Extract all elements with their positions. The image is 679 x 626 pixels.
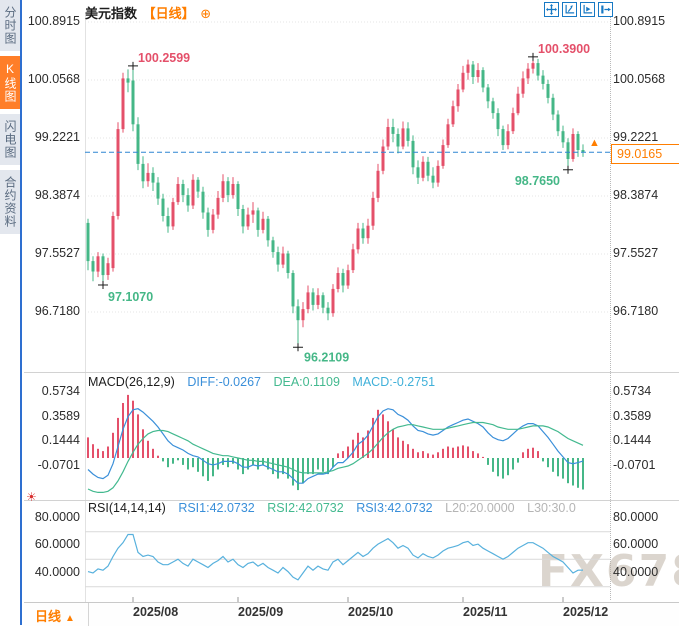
price-annotation: 100.3900 xyxy=(538,42,590,56)
price-annotation: 98.7650 xyxy=(515,174,560,188)
sidebar: 分时图 K线图 闪电图 合约资料 xyxy=(0,0,22,625)
add-indicator-icon[interactable]: ⊕ xyxy=(200,6,212,21)
rsi-header: RSI(14,14,14) RSI1:42.0732 RSI2:42.0732 … xyxy=(88,501,585,515)
rsi1-value: RSI1:42.0732 xyxy=(178,501,255,515)
instrument-name: 美元指数 xyxy=(85,6,138,21)
current-price-tag: 99.0165 xyxy=(611,144,679,164)
macd-diff-value: DIFF:-0.0267 xyxy=(187,375,261,389)
tab-dayline[interactable]: 日线 ▲ xyxy=(35,606,75,625)
macd-name: MACD(26,12,9) xyxy=(88,375,175,389)
scale-up-icon[interactable] xyxy=(562,2,577,17)
rsi-l30-value: L30:30.0 xyxy=(527,501,576,515)
tab-dayline-label: 日线 xyxy=(35,609,62,624)
scale-play-icon[interactable] xyxy=(580,2,595,17)
live-flash-icon[interactable]: ☀ xyxy=(26,490,37,504)
macd-dea-value: DEA:0.1109 xyxy=(273,375,340,389)
bottom-bar: 日线 ▲ xyxy=(24,602,679,626)
page-title: 美元指数 【日线】 ⊕ xyxy=(85,3,211,22)
sidebar-item-contract-info[interactable]: 合约资料 xyxy=(0,170,20,234)
watermark: FX678 xyxy=(538,546,679,597)
chart-toolbar xyxy=(544,2,613,17)
sidebar-item-flash-chart[interactable]: 闪电图 xyxy=(0,114,20,165)
sidebar-item-kline-chart[interactable]: K线图 xyxy=(0,56,20,109)
plot-right-border xyxy=(610,14,611,600)
rsi-name: RSI(14,14,14) xyxy=(88,501,166,515)
price-arrow-icon: ▲ xyxy=(589,137,600,149)
price-annotation: 97.1070 xyxy=(108,290,153,304)
price-annotation: 96.2109 xyxy=(304,350,349,364)
macd-rsi-divider xyxy=(24,500,679,501)
macd-header: MACD(26,12,9) DIFF:-0.0267 DEA:0.1109 MA… xyxy=(88,375,444,389)
rsi-l20-value: L20:20.0000 xyxy=(445,501,515,515)
chevron-up-icon: ▲ xyxy=(65,613,75,624)
rsi2-value: RSI2:42.0732 xyxy=(267,501,344,515)
sidebar-item-timeshare-chart[interactable]: 分时图 xyxy=(0,0,20,51)
plot-left-border xyxy=(85,14,86,602)
macd-macd-value: MACD:-0.2751 xyxy=(352,375,436,389)
bottom-bar-divider xyxy=(88,603,89,626)
rsi3-value: RSI3:42.0732 xyxy=(356,501,433,515)
shift-right-icon[interactable] xyxy=(598,2,613,17)
main-macd-divider xyxy=(24,372,679,373)
crosshair-move-icon[interactable] xyxy=(544,2,559,17)
period-label: 【日线】 xyxy=(142,6,195,21)
price-annotation: 100.2599 xyxy=(138,51,190,65)
